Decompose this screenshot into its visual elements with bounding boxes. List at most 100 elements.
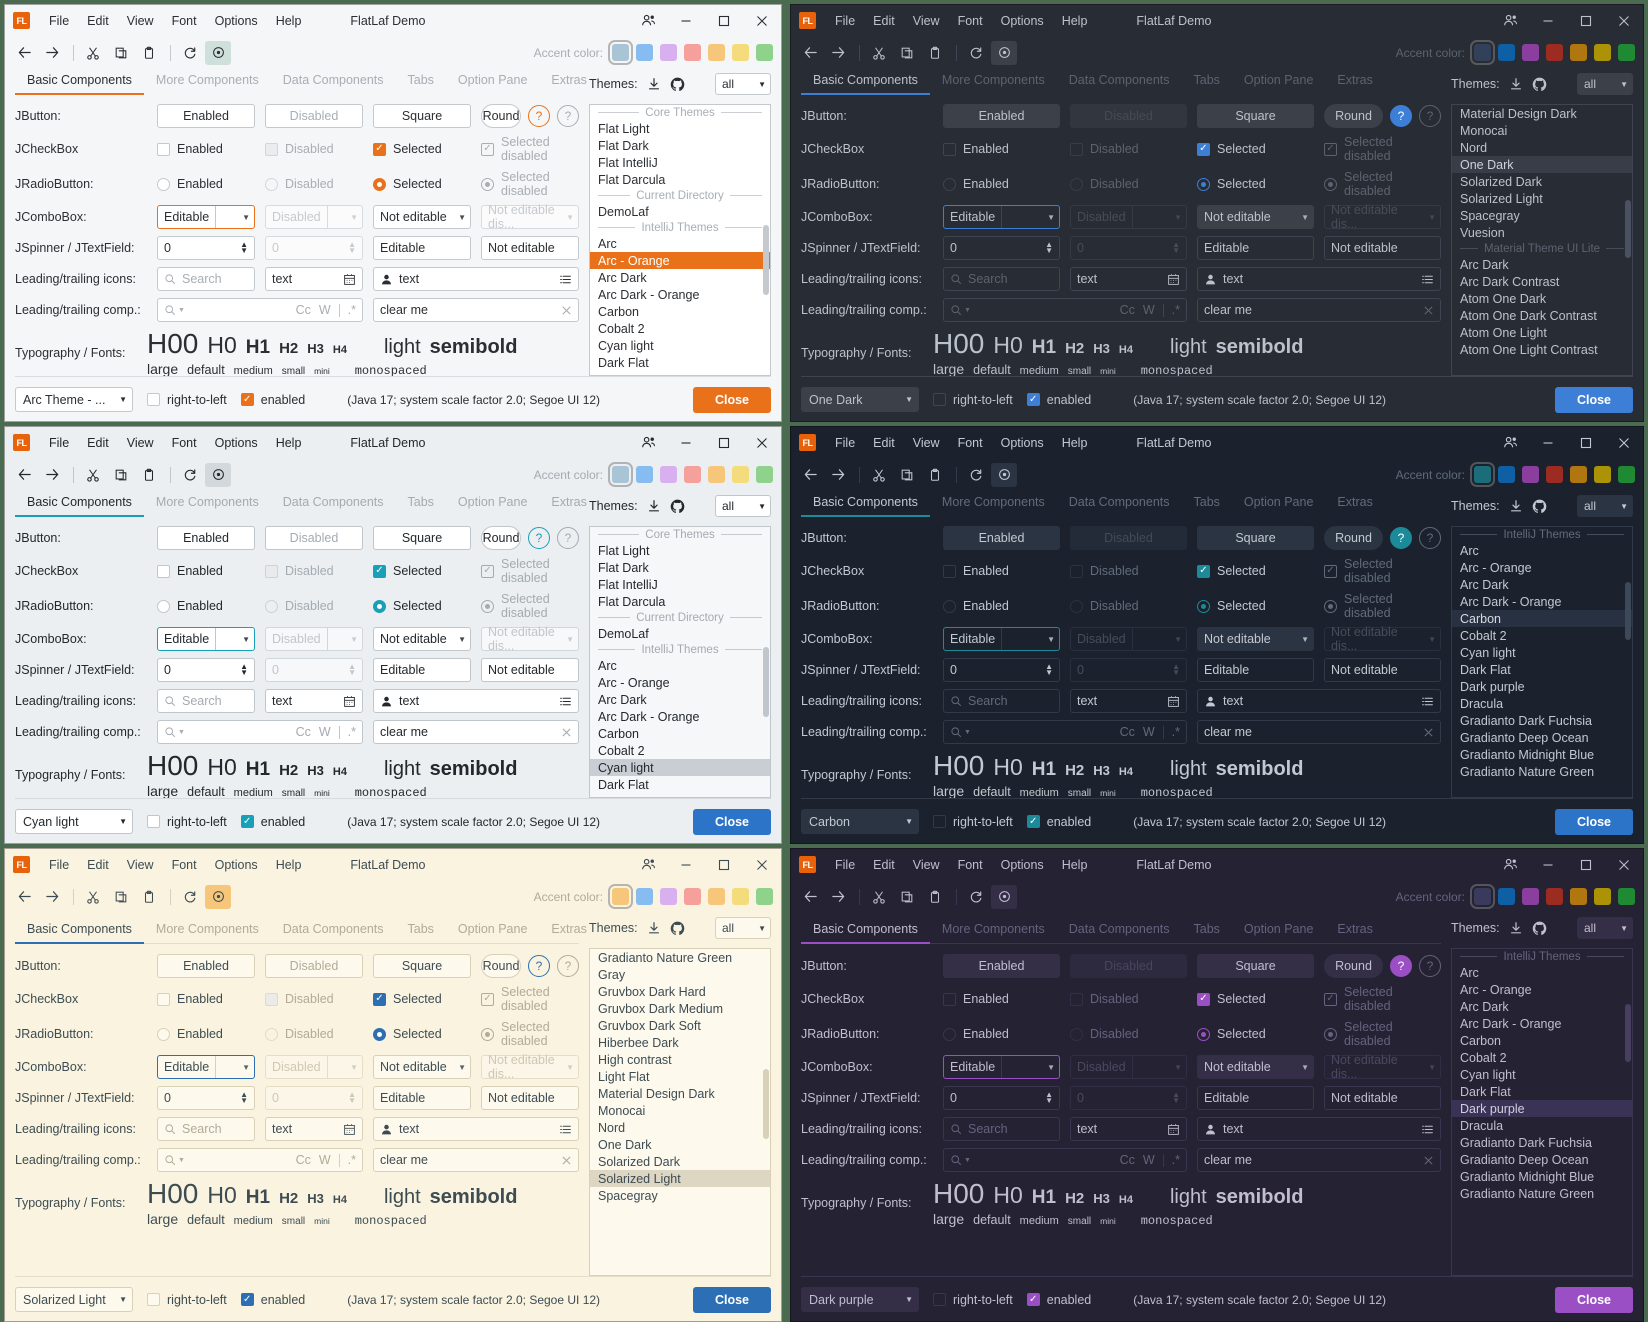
theme-list-item[interactable]: Arc Dark (598, 692, 647, 707)
close-icon[interactable] (743, 5, 781, 36)
theme-list-item[interactable]: Arc Dark (1460, 577, 1509, 592)
theme-list-item[interactable]: Arc - Orange (598, 675, 670, 690)
jbutton-square[interactable]: Square (373, 526, 471, 550)
spinner-enabled[interactable]: 0 ▲ ▼ (157, 658, 255, 682)
theme-list-item[interactable]: DemoLaf (598, 626, 649, 641)
accent-swatch-3[interactable] (684, 44, 701, 61)
theme-list-item[interactable]: Flat Dark (598, 138, 649, 153)
themes-list[interactable]: Core Themes Flat Light Flat Dark Flat Intel… (589, 526, 771, 799)
chevron-down-icon[interactable]: ▼ (905, 817, 913, 826)
accent-swatch-3[interactable] (684, 888, 701, 905)
chevron-down-icon[interactable]: ▼ (905, 1295, 913, 1304)
close-button[interactable]: Close (1555, 1286, 1633, 1313)
close-icon[interactable] (1605, 849, 1643, 880)
accent-swatch-0[interactable] (608, 40, 633, 65)
github-icon[interactable] (670, 76, 686, 92)
theme-list-item[interactable]: Gradianto Midnight Blue (1460, 1169, 1595, 1184)
clear-me-input[interactable]: clear me (373, 1148, 579, 1172)
menu-item-view[interactable]: View (912, 13, 940, 28)
accent-swatch-5[interactable] (1594, 466, 1611, 483)
copy-icon[interactable] (108, 885, 134, 909)
jbutton-enabled[interactable]: Enabled (943, 526, 1060, 550)
checkbox-icon[interactable] (147, 1293, 160, 1306)
back-icon[interactable] (11, 463, 37, 487)
tab-extras[interactable]: Extras (551, 73, 587, 87)
checkbox-icon[interactable] (157, 142, 170, 156)
users-icon[interactable] (1491, 849, 1529, 880)
jcheckbox-selected[interactable]: ✓ Selected (1197, 564, 1314, 578)
jbutton-round[interactable]: Round (1324, 526, 1383, 550)
theme-list-item[interactable]: Dark Flat (1460, 1084, 1511, 1099)
search-combo-input[interactable]: ▼ Cc W .* (157, 298, 363, 322)
checkbox-checked-icon[interactable]: ✓ (1197, 142, 1210, 156)
enabled-checkbox[interactable]: ✓ enabled (1026, 393, 1091, 407)
regex-toggle[interactable]: .* (347, 303, 356, 317)
menu-item-help[interactable]: Help (275, 435, 302, 450)
themes-list[interactable]: IntelliJ Themes Arc Arc - Orange Arc Dark Ar… (1451, 948, 1633, 1276)
list-icon[interactable] (1421, 1123, 1434, 1136)
checkbox-icon[interactable] (147, 393, 160, 406)
menu-item-font[interactable]: Font (957, 13, 983, 28)
tab-option-pane[interactable]: Option Pane (457, 922, 528, 936)
menu-item-edit[interactable]: Edit (87, 435, 109, 450)
theme-select[interactable]: Solarized Light ▼ (15, 1287, 133, 1312)
calendar-input[interactable]: text (265, 267, 363, 291)
tab-basic-components[interactable]: Basic Components (15, 491, 144, 517)
theme-list-item[interactable]: Dark purple (1452, 1100, 1632, 1117)
themes-scrollbar[interactable] (763, 1069, 769, 1139)
cut-icon[interactable] (866, 463, 892, 487)
search-combo-input[interactable]: ▼ Cc W .* (943, 1148, 1187, 1172)
theme-list-item[interactable]: Gruvbox Dark Hard (598, 984, 706, 999)
calendar-input[interactable]: text (1070, 689, 1187, 713)
spinner-enabled[interactable]: 0 ▲ ▼ (943, 236, 1060, 260)
theme-list-item[interactable]: Arc (1460, 965, 1479, 980)
textfield-editable[interactable]: Editable (373, 1086, 471, 1110)
menu-item-edit[interactable]: Edit (87, 13, 109, 28)
theme-list-item[interactable]: Arc Dark - Orange (598, 709, 700, 724)
close-button[interactable]: Close (693, 808, 771, 835)
search-combo-input[interactable]: ▼ Cc W .* (943, 720, 1187, 744)
checkbox-checked-icon[interactable]: ✓ (373, 142, 386, 156)
calendar-icon[interactable] (343, 695, 356, 708)
calendar-icon[interactable] (1167, 1123, 1180, 1136)
spinner-arrows-icon[interactable]: ▲ ▼ (240, 1089, 248, 1105)
combobox-not-editable[interactable]: Not editable ▼ (373, 627, 471, 651)
search-input[interactable]: Search (943, 267, 1060, 291)
chevron-down-icon[interactable]: ▼ (242, 1062, 250, 1072)
theme-list-item[interactable]: Gruvbox Dark Medium (598, 1001, 724, 1016)
tab-tabs[interactable]: Tabs (1193, 922, 1220, 936)
checkbox-icon[interactable] (157, 564, 170, 578)
accent-swatch-5[interactable] (1594, 888, 1611, 905)
paste-icon[interactable] (136, 463, 162, 487)
theme-list-item[interactable]: Solarized Dark (598, 1154, 680, 1169)
jcheckbox-enabled[interactable]: Enabled (157, 992, 255, 1006)
refresh-icon[interactable] (177, 41, 203, 65)
regex-toggle[interactable]: .* (347, 1153, 356, 1167)
cut-icon[interactable] (80, 885, 106, 909)
theme-list-item[interactable]: Arc Dark - Orange (1460, 594, 1562, 609)
jradio-selected[interactable]: Selected (1197, 1027, 1314, 1041)
menu-item-file[interactable]: File (835, 857, 856, 872)
forward-icon[interactable] (825, 885, 851, 909)
copy-icon[interactable] (108, 41, 134, 65)
clear-me-input[interactable]: clear me (1197, 720, 1441, 744)
tab-tabs[interactable]: Tabs (407, 73, 434, 87)
accent-swatch-4[interactable] (1570, 44, 1587, 61)
themes-list[interactable]: Core Themes Flat Light Flat Dark Flat Intel… (589, 104, 771, 377)
accent-swatch-4[interactable] (1570, 466, 1587, 483)
whole-word-toggle[interactable]: W (318, 303, 331, 317)
menu-item-options[interactable]: Options (214, 857, 258, 872)
theme-list-item[interactable]: Vuesion (1460, 225, 1505, 240)
checkbox-icon[interactable] (147, 815, 160, 828)
calendar-input[interactable]: text (1070, 1117, 1187, 1141)
menu-item-file[interactable]: File (49, 857, 70, 872)
checkbox-checked-icon[interactable]: ✓ (240, 393, 254, 406)
jcheckbox-enabled[interactable]: Enabled (157, 142, 255, 156)
search-input[interactable]: Search (157, 1117, 255, 1141)
accent-swatch-0[interactable] (1470, 40, 1495, 65)
jbutton-help-secondary[interactable]: ? (557, 955, 579, 977)
minimize-icon[interactable] (1529, 427, 1567, 458)
spinner-arrows-icon[interactable]: ▲ ▼ (240, 661, 248, 677)
tab-more-components[interactable]: More Components (155, 495, 259, 509)
close-icon[interactable] (1423, 305, 1434, 316)
